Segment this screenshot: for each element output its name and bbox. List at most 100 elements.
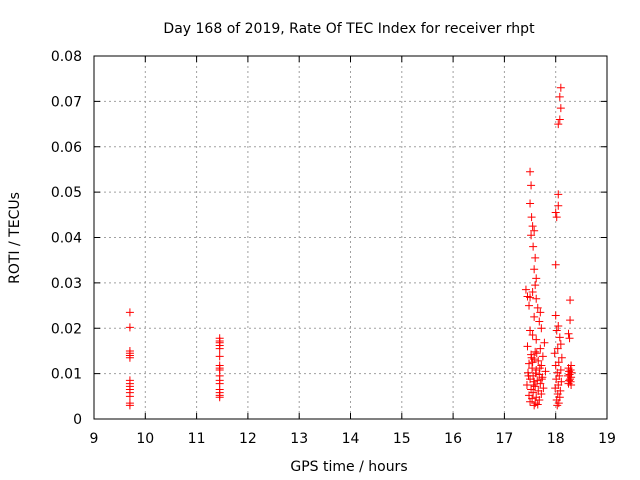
- data-point: [556, 104, 565, 113]
- data-point: [528, 222, 537, 231]
- data-point: [527, 353, 536, 362]
- data-point: [535, 364, 544, 373]
- y-tick-label: 0.08: [51, 49, 82, 65]
- data-point: [535, 317, 544, 326]
- data-point: [524, 371, 533, 380]
- data-point: [537, 375, 546, 384]
- data-point: [551, 260, 560, 269]
- x-tick-labels: 9 10 11 12 13 14 15 16 17 18 19: [90, 431, 616, 447]
- data-point: [526, 397, 535, 406]
- data-point: [538, 373, 547, 382]
- x-tick-label: 14: [342, 431, 360, 447]
- y-tick-label: 0: [73, 412, 82, 428]
- data-point: [532, 294, 541, 303]
- x-tick-label: 15: [393, 431, 411, 447]
- data-point: [556, 340, 565, 349]
- data-point: [564, 364, 573, 373]
- data-point: [567, 373, 576, 382]
- data-point: [553, 390, 562, 399]
- data-point: [551, 311, 560, 320]
- data-point: [555, 115, 564, 124]
- data-point: [535, 395, 544, 404]
- data-point: [523, 342, 532, 351]
- data-point: [554, 190, 563, 199]
- data-point: [554, 120, 563, 129]
- data-point: [534, 356, 543, 365]
- data-point: [554, 201, 563, 210]
- y-tick-label: 0.07: [51, 94, 82, 110]
- data-point: [552, 326, 561, 335]
- data-point: [557, 353, 566, 362]
- x-tick-label: 12: [239, 431, 257, 447]
- data-point: [527, 350, 536, 359]
- data-point: [532, 274, 541, 283]
- data-point: [537, 324, 546, 333]
- data-point: [552, 375, 561, 384]
- data-point: [551, 361, 560, 370]
- data-point: [553, 368, 562, 377]
- data-point: [553, 344, 562, 353]
- data-point: [553, 401, 562, 410]
- data-point: [552, 213, 561, 222]
- data-point: [530, 312, 539, 321]
- data-point: [533, 303, 542, 312]
- data-point: [125, 323, 134, 332]
- x-tick-label: 17: [495, 431, 513, 447]
- x-tick-label: 9: [90, 431, 99, 447]
- data-point: [540, 338, 549, 347]
- data-point: [556, 83, 565, 92]
- data-point: [537, 390, 546, 399]
- data-point: [125, 392, 134, 401]
- data-point: [531, 382, 540, 391]
- data-point: [527, 231, 536, 240]
- data-point: [523, 368, 532, 377]
- y-tick-label: 0.06: [51, 140, 82, 156]
- data-point: [555, 92, 564, 101]
- data-point: [125, 308, 134, 317]
- data-point: [528, 331, 537, 340]
- x-tick-label: 10: [136, 431, 154, 447]
- data-point: [531, 369, 540, 378]
- data-point: [536, 344, 545, 353]
- data-point: [555, 333, 564, 342]
- y-tick-label: 0.01: [51, 367, 82, 383]
- data-point: [536, 308, 545, 317]
- data-point: [551, 384, 560, 393]
- data-point: [541, 367, 550, 376]
- data-point: [125, 353, 134, 362]
- data-point: [531, 253, 540, 262]
- data-point: [532, 349, 541, 358]
- data-point: [528, 358, 537, 367]
- data-point: [565, 334, 574, 343]
- data-point: [564, 329, 573, 338]
- data-point: [550, 349, 559, 358]
- data-point: [532, 335, 541, 344]
- data-point: [552, 395, 561, 404]
- data-point: [526, 199, 535, 208]
- data-point: [567, 368, 576, 377]
- data-point: [551, 208, 560, 217]
- data-point: [530, 377, 539, 386]
- data-point: [536, 379, 545, 388]
- x-tick-label: 11: [188, 431, 206, 447]
- data-point: [215, 344, 224, 353]
- y-tick-label: 0.02: [51, 321, 82, 337]
- data-point: [529, 242, 538, 251]
- y-tick-labels: 0 0.01 0.02 0.03 0.04 0.05 0.06 0.07 0.08: [51, 49, 82, 428]
- data-point: [527, 181, 536, 190]
- data-point: [567, 380, 576, 389]
- chart-title: Day 168 of 2019, Rate Of TEC Index for r…: [163, 21, 535, 37]
- data-point: [528, 364, 537, 373]
- grid-lines: [94, 56, 607, 419]
- data-point: [539, 384, 548, 393]
- data-point: [528, 394, 537, 403]
- data-point: [526, 293, 535, 302]
- data-point: [215, 393, 224, 402]
- y-tick-label: 0.05: [51, 185, 82, 201]
- x-tick-label: 18: [547, 431, 565, 447]
- data-point: [531, 281, 540, 290]
- data-point: [528, 287, 537, 296]
- data-point: [566, 316, 575, 325]
- data-point: [527, 385, 536, 394]
